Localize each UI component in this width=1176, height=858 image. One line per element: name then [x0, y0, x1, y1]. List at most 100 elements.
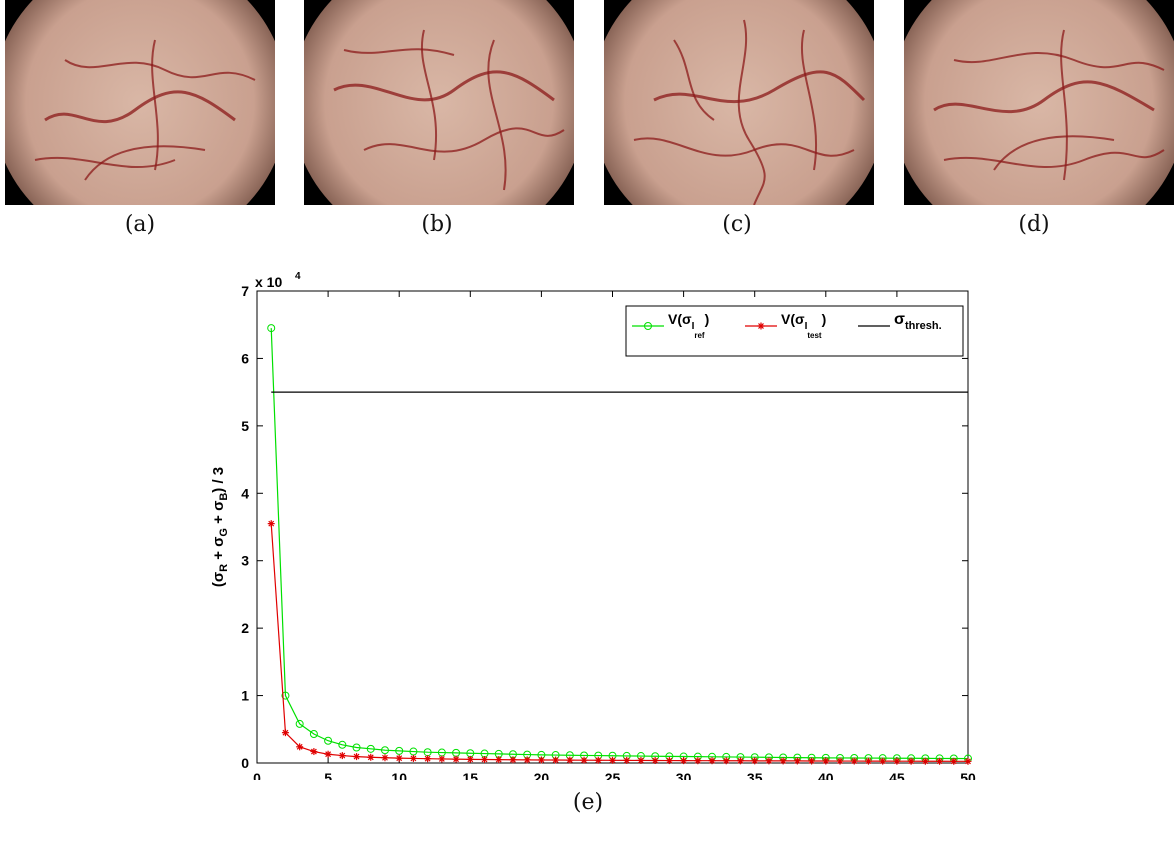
tissue-disc: [304, 0, 574, 205]
x-tick-label: 20: [534, 770, 550, 780]
blood-vessel: [673, 39, 715, 121]
data-point-test: [338, 752, 346, 760]
x-tick-label: 35: [747, 770, 763, 780]
data-point-test: [566, 756, 574, 764]
data-point-test: [907, 757, 915, 765]
y-tick-label: 7: [241, 283, 249, 299]
blood-vessel: [1060, 29, 1068, 181]
endoscopy-image-b: [304, 0, 574, 205]
y-axis-label: (σR + σG + σB) / 3: [210, 467, 230, 587]
blood-vessel: [933, 80, 1155, 113]
data-point-test: [381, 754, 389, 762]
data-point-test: [637, 756, 645, 764]
data-point-test: [523, 756, 531, 764]
data-point-test: [964, 757, 972, 765]
series-line-ref: [270, 328, 969, 760]
tissue-disc: [5, 0, 275, 205]
plot-frame: [256, 290, 969, 764]
y-exponent-power: 4: [295, 271, 301, 282]
data-point-test: [552, 756, 560, 764]
data-point-ref: [395, 746, 404, 755]
data-point-test: [864, 757, 872, 765]
data-point-test: [281, 729, 289, 737]
legend-label-thresh: σthresh.: [894, 311, 942, 332]
data-point-test: [751, 757, 759, 765]
legend-box: [625, 305, 964, 357]
x-tick-label: 15: [463, 770, 479, 780]
data-point-test: [296, 743, 304, 751]
legend-label-ref: V(σIref): [668, 311, 709, 340]
data-point-test: [808, 757, 816, 765]
data-point-test: [836, 757, 844, 765]
data-point-ref: [309, 730, 318, 739]
blood-vessel: [993, 135, 1115, 171]
data-point-test: [765, 757, 773, 765]
blood-vessel: [44, 90, 236, 123]
blood-vessel: [943, 149, 1165, 168]
data-point-ref: [338, 740, 347, 749]
data-point-test: [409, 754, 417, 762]
data-point-test: [594, 756, 602, 764]
data-point-test: [694, 757, 702, 765]
caption-c: (c): [722, 212, 752, 237]
data-point-test: [353, 753, 361, 761]
data-point-test: [665, 757, 673, 765]
x-tick-label: 25: [605, 770, 621, 780]
legend-item-thresh: σthresh.: [858, 311, 942, 332]
x-tick-label: 50: [960, 770, 976, 780]
y-tick-label: 0: [241, 755, 249, 771]
x-tick-label: 10: [391, 770, 407, 780]
data-point-test: [310, 748, 318, 756]
y-tick-label: 5: [241, 418, 249, 434]
caption-e: (e): [572, 790, 604, 815]
blood-vessel: [633, 137, 855, 157]
blood-vessel: [653, 70, 866, 104]
x-tick-label: 5: [324, 770, 332, 780]
data-point-test: [708, 757, 716, 765]
blood-vessel: [363, 127, 565, 153]
y-tick-label: 6: [241, 350, 249, 366]
endoscopy-image-d: [904, 0, 1174, 205]
data-point-test: [438, 755, 446, 763]
x-tick-label: 40: [818, 770, 834, 780]
caption-a: (a): [124, 212, 156, 237]
y-tick-label: 1: [241, 688, 249, 704]
data-point-test: [736, 757, 744, 765]
data-point-test: [623, 756, 631, 764]
data-point-test: [452, 755, 460, 763]
blood-vessel: [84, 145, 206, 181]
blood-vessel: [953, 51, 1165, 71]
data-point-test: [651, 757, 659, 765]
data-point-test: [580, 756, 588, 764]
data-point-test: [950, 757, 958, 765]
blood-vessel: [333, 70, 555, 102]
data-point-test: [367, 753, 375, 761]
data-point-test: [481, 755, 489, 763]
y-exponent-label: x 10: [255, 274, 282, 290]
x-tick-label: 0: [253, 770, 261, 780]
y-tick-label: 4: [241, 485, 249, 501]
blood-vessel: [151, 39, 159, 171]
data-point-test: [793, 757, 801, 765]
data-point-test: [822, 757, 830, 765]
data-point-test: [324, 750, 332, 758]
data-point-test: [509, 756, 517, 764]
endoscopy-image-d-graphic: [904, 0, 1174, 205]
data-point-test: [722, 757, 730, 765]
data-point-test: [466, 755, 474, 763]
caption-d: (d): [1018, 212, 1050, 237]
data-point-ref: [295, 719, 304, 728]
x-tick-label: 45: [889, 770, 905, 780]
data-point-test: [395, 754, 403, 762]
data-point-test: [537, 756, 545, 764]
data-point-test: [424, 755, 432, 763]
data-point-test: [609, 756, 616, 764]
y-tick-label: 3: [241, 553, 249, 569]
y-tick-label: 2: [241, 620, 249, 636]
x-tick-label: 30: [676, 770, 692, 780]
data-point-ref: [324, 736, 333, 745]
data-point-ref: [352, 743, 361, 752]
data-point-test: [495, 756, 503, 764]
data-point-test: [921, 757, 929, 765]
